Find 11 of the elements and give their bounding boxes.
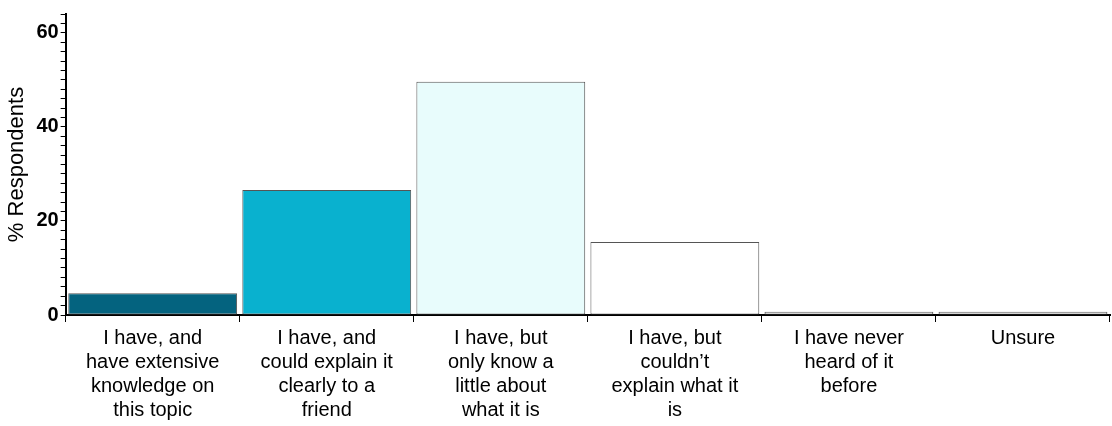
- y-axis-title: % Respondents: [3, 86, 29, 243]
- y-tick-label: 0: [47, 302, 59, 325]
- x-tick-label: Unsure: [990, 325, 1056, 348]
- x-tick-label: I have, but couldn’t explain what it is: [611, 325, 739, 420]
- x-tick-label: I have, but only know a little about what it is: [447, 325, 555, 420]
- y-tick-label: 20: [36, 208, 59, 231]
- y-tick-label: 40: [36, 114, 59, 137]
- y-tick-label: 60: [36, 20, 59, 43]
- x-tick-label: I have, and could explain it clearly to a friend: [260, 325, 394, 420]
- x-tick-label: I have never heard of it before: [793, 325, 905, 396]
- x-tick-label: I have, and have extensive knowledge on this topic: [85, 325, 220, 420]
